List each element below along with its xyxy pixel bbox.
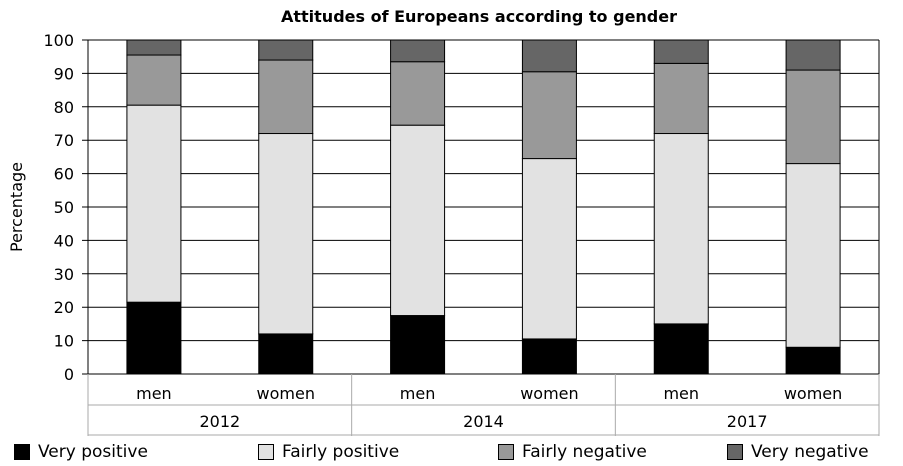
legend-swatch-very-negative: [727, 444, 743, 460]
x-category-label: men: [400, 384, 436, 403]
y-tick-label: 30: [54, 265, 74, 284]
bar-segment-fairly-negative: [126, 54, 182, 106]
bar-segment-very-negative: [390, 39, 446, 63]
gridlines: [82, 39, 880, 375]
legend-label-very-positive: Very positive: [38, 442, 148, 462]
x-category-label: women: [520, 384, 578, 403]
bar-segment-very-positive: [785, 346, 841, 375]
bar-segment-fairly-negative: [390, 61, 446, 126]
y-tick-label: 50: [54, 198, 74, 217]
legend-item-fairly-negative: Fairly negative: [498, 442, 647, 462]
bar-segment-very-negative: [126, 39, 182, 56]
bar-segment-very-positive: [126, 301, 182, 375]
bar-segment-fairly-negative: [653, 62, 709, 135]
bar-segment-very-positive: [390, 315, 446, 375]
bar-segment-fairly-positive: [390, 124, 446, 317]
y-tick-label: 0: [64, 365, 74, 384]
y-tick-label: 70: [54, 131, 74, 150]
y-tick-label: 80: [54, 98, 74, 117]
legend-swatch-fairly-positive: [258, 444, 274, 460]
legend-item-very-negative: Very negative: [727, 442, 869, 462]
bar-segment-fairly-negative: [258, 59, 314, 135]
x-axis: men women men women men women 2012 2014 2017: [87, 373, 880, 436]
x-group-label: 2012: [199, 412, 240, 431]
bar-segment-very-negative: [653, 39, 709, 64]
bar-segment-fairly-negative: [785, 69, 841, 165]
bar-segment-very-positive: [653, 323, 709, 375]
y-tick-label: 100: [43, 31, 74, 50]
chart-title: Attitudes of Europeans according to gend…: [281, 7, 677, 26]
legend-swatch-fairly-negative: [498, 444, 514, 460]
x-category-label: women: [257, 384, 315, 403]
x-group-label: 2014: [463, 412, 504, 431]
legend-label-fairly-negative: Fairly negative: [522, 442, 647, 462]
x-category-label: men: [663, 384, 699, 403]
bar-segment-very-negative: [521, 39, 577, 73]
bar-segment-very-positive: [258, 333, 314, 375]
bar-segment-fairly-positive: [521, 158, 577, 340]
stacked-bar-chart: Attitudes of Europeans according to gend…: [7, 7, 880, 436]
bar-segment-fairly-positive: [258, 133, 314, 335]
legend-item-fairly-positive: Fairly positive: [258, 442, 399, 462]
legend: Very positive Fairly positive Fairly neg…: [0, 436, 903, 466]
y-axis-ticks: 0 10 20 30 40 50 60 70 80 90 100: [43, 31, 74, 384]
y-tick-label: 40: [54, 231, 74, 250]
x-category-label: women: [784, 384, 842, 403]
y-tick-label: 90: [54, 64, 74, 83]
x-category-label: men: [136, 384, 172, 403]
bar-segment-very-negative: [258, 39, 314, 61]
bar-segment-very-negative: [785, 39, 841, 71]
bar-segment-fairly-negative: [521, 71, 577, 160]
y-tick-label: 20: [54, 298, 74, 317]
bar-segment-very-positive: [521, 338, 577, 375]
y-axis-label: Percentage: [7, 162, 26, 252]
legend-item-very-positive: Very positive: [14, 442, 148, 462]
y-tick-label: 10: [54, 332, 74, 351]
legend-label-fairly-positive: Fairly positive: [282, 442, 400, 462]
legend-label-very-negative: Very negative: [751, 442, 869, 462]
x-group-label: 2017: [727, 412, 768, 431]
y-tick-label: 60: [54, 165, 74, 184]
bar-segment-fairly-positive: [785, 163, 841, 348]
bar-segment-fairly-positive: [126, 104, 182, 303]
bar-segment-fairly-positive: [653, 133, 709, 325]
bars: [126, 39, 841, 375]
legend-swatch-very-positive: [14, 444, 30, 460]
